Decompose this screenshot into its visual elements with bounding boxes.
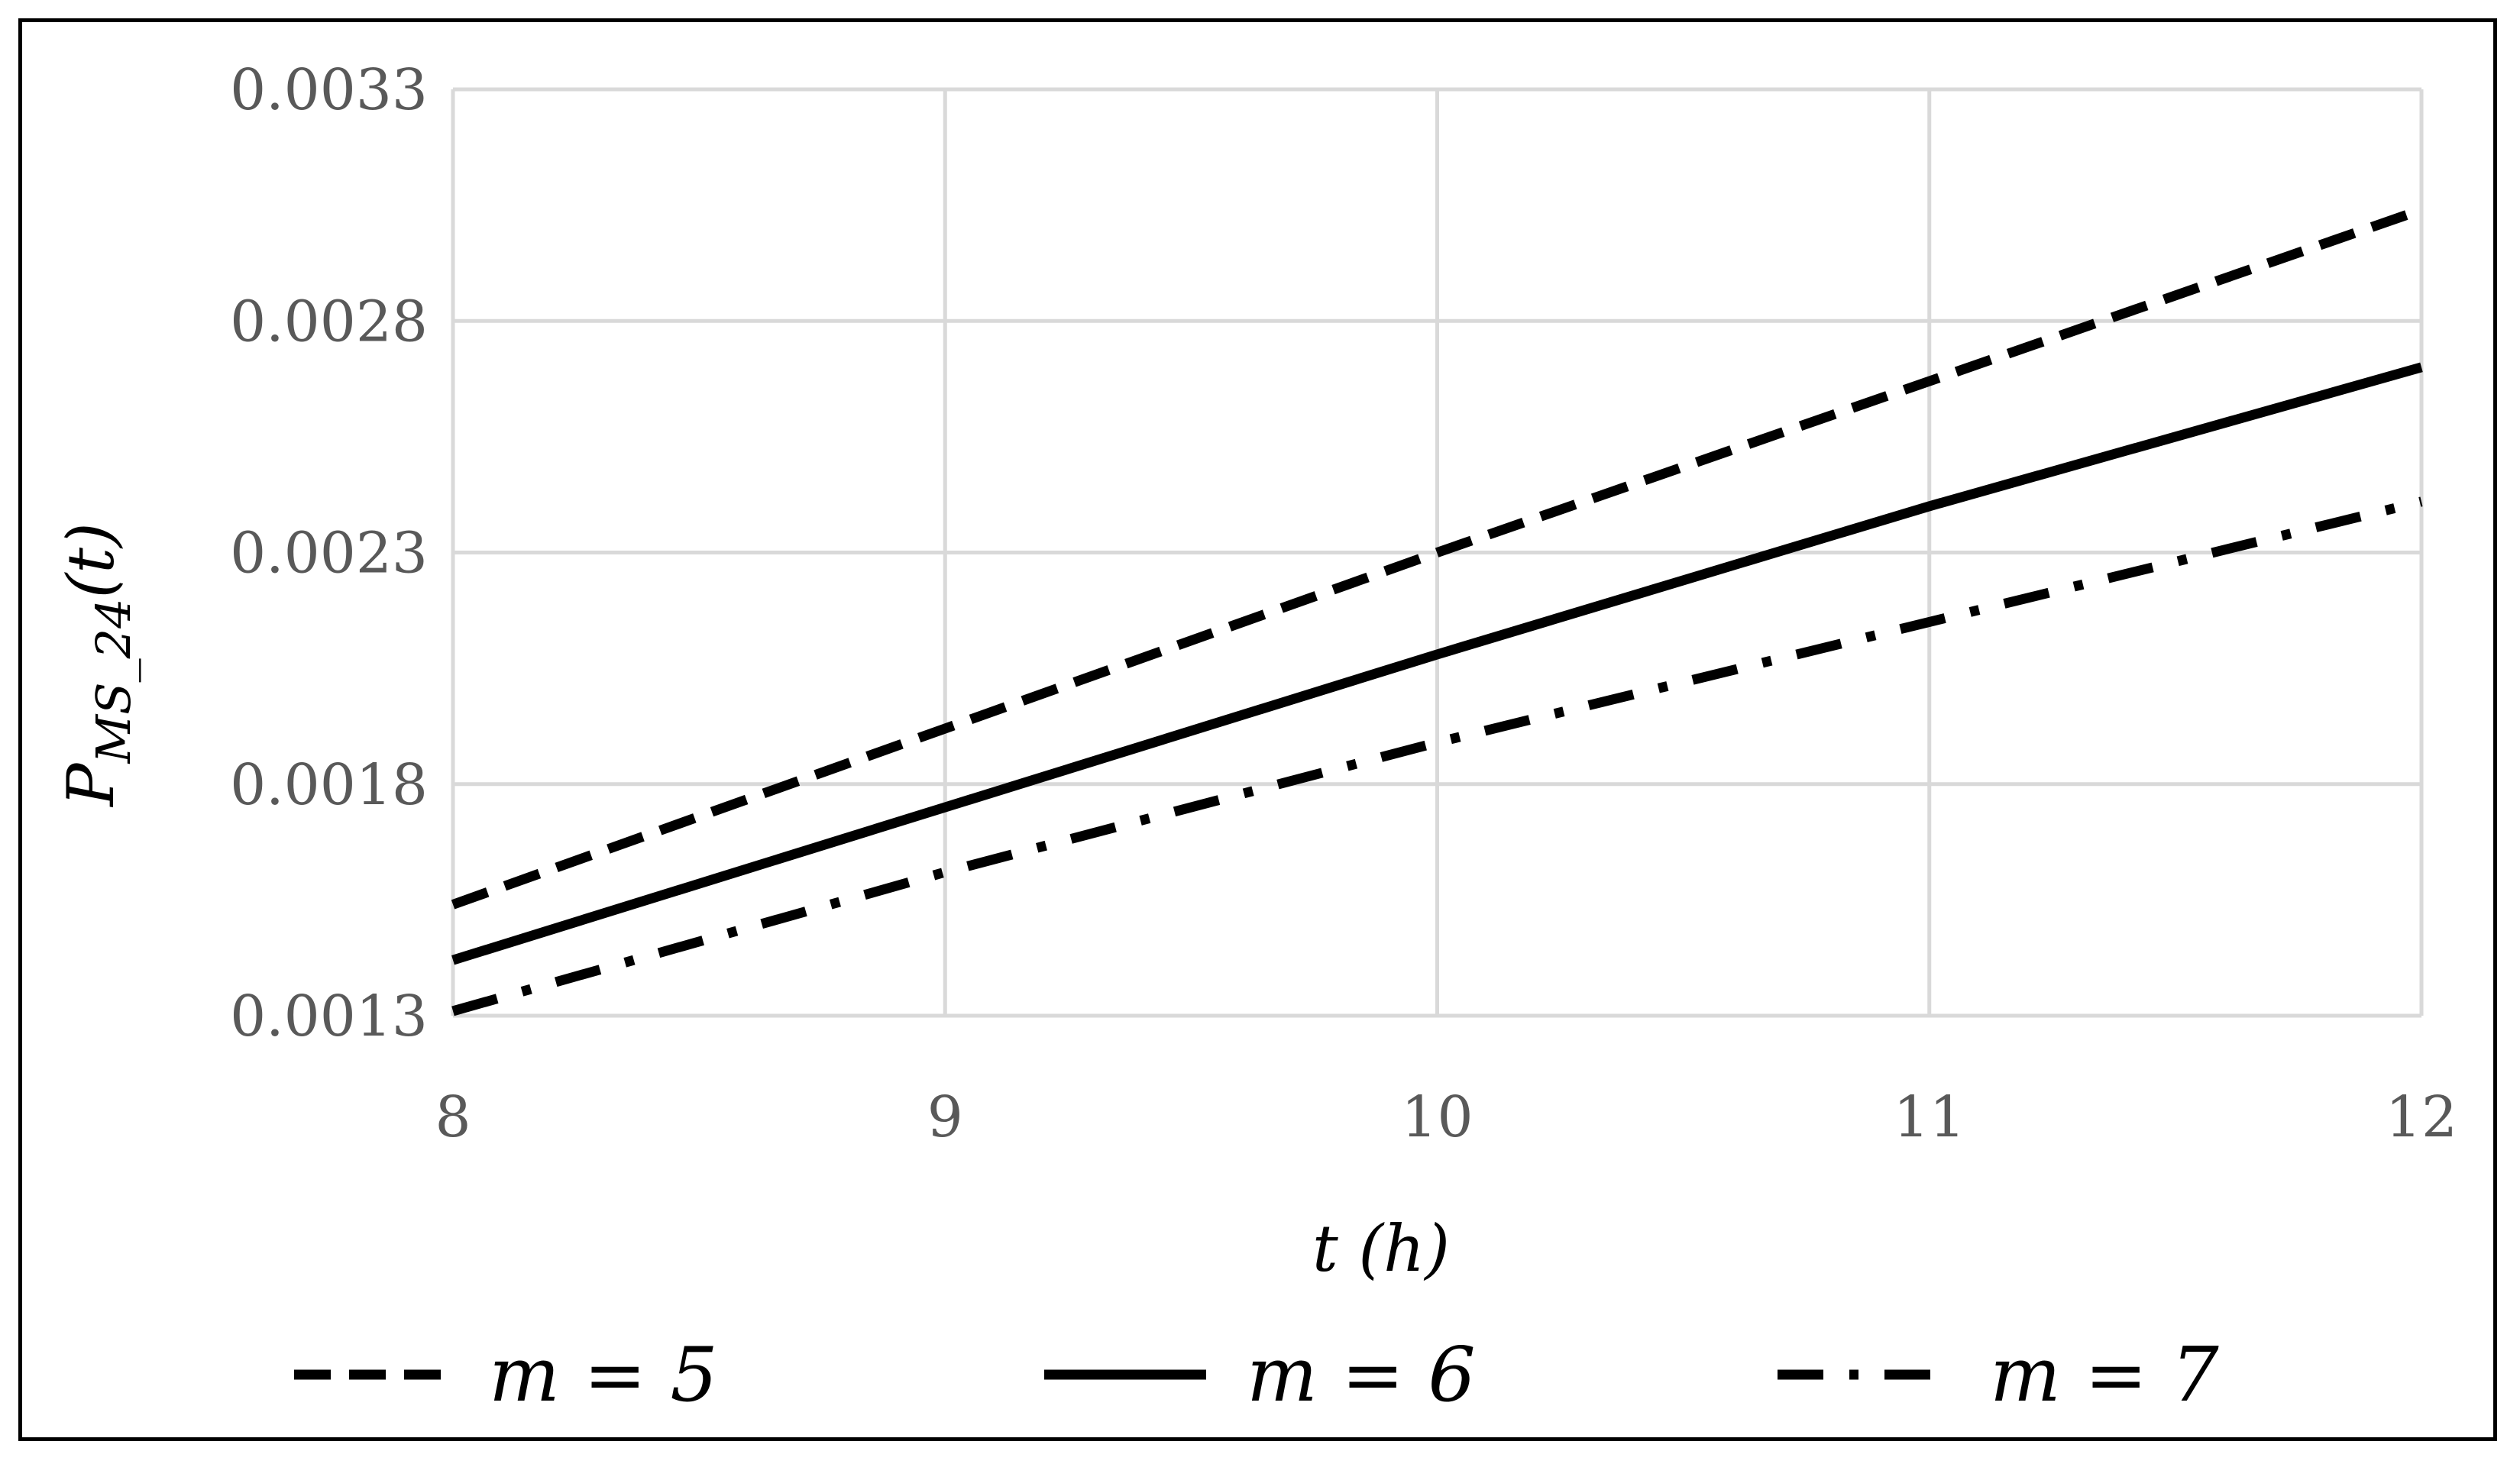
- x-tick-label: 11: [1894, 1084, 1965, 1150]
- legend-label-2: m = 6: [1247, 1332, 1476, 1419]
- series-line-2: [451, 362, 2423, 965]
- x-axis-ticks: 8 9 10 11 12: [435, 1084, 2457, 1150]
- series-line-3: [451, 496, 2423, 1016]
- legend-label-1: m = 5: [489, 1332, 718, 1419]
- y-axis-title: PMS_24(t): [53, 522, 141, 808]
- y-tick-label: 0.0023: [230, 521, 428, 587]
- y-tick-label: 0.0033: [230, 57, 428, 123]
- x-tick-label: 12: [2386, 1084, 2457, 1150]
- y-axis-title-main: P: [53, 762, 128, 808]
- x-axis-title: t (h): [1312, 1211, 1450, 1286]
- x-tick-label: 8: [435, 1084, 471, 1150]
- series-lines: [451, 205, 2424, 1016]
- y-axis-ticks: 0.0013 0.0018 0.0023 0.0028 0.0033: [230, 57, 428, 1049]
- legend-label-3: m = 7: [1990, 1332, 2219, 1419]
- legend: m = 5 m = 6 m = 7: [294, 1332, 2219, 1419]
- y-tick-label: 0.0028: [230, 289, 428, 354]
- y-axis-title-subscript: MS_24: [86, 598, 141, 764]
- chart-frame: [18, 18, 2497, 1441]
- y-tick-label: 0.0013: [230, 984, 428, 1049]
- y-axis-title-argument: (t): [53, 522, 128, 598]
- x-tick-label: 10: [1401, 1084, 1473, 1150]
- y-tick-label: 0.0018: [230, 752, 428, 818]
- series-line-1: [451, 205, 2424, 910]
- x-tick-label: 9: [927, 1084, 963, 1150]
